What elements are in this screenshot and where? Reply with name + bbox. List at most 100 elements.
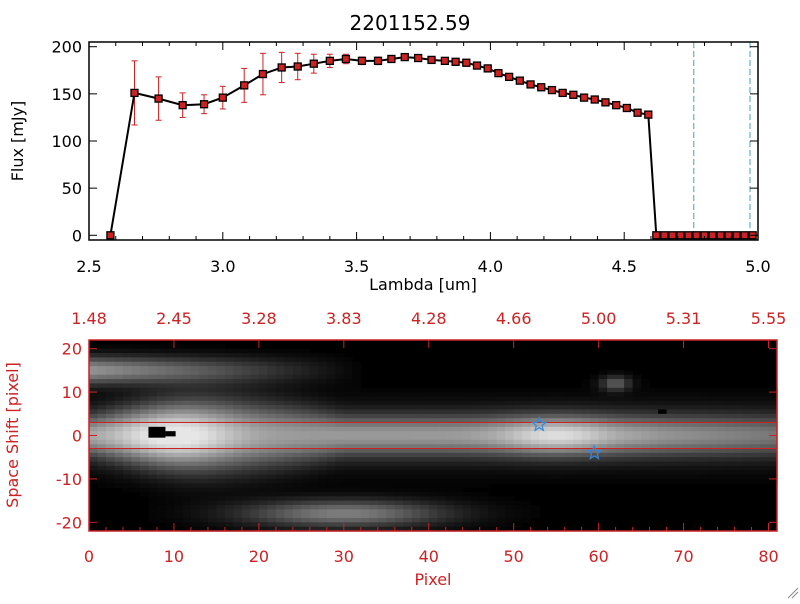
image-pixel [607, 478, 617, 484]
image-pixel [241, 509, 251, 515]
image-pixel [717, 392, 727, 398]
image-pixel [207, 491, 217, 497]
image-pixel [377, 509, 387, 515]
data-point [427, 55, 436, 65]
image-pixel [709, 418, 719, 424]
image-pixel [352, 396, 362, 402]
image-pixel [428, 418, 438, 424]
image-pixel [700, 457, 710, 463]
image-pixel [182, 366, 192, 371]
image-pixel [751, 426, 761, 432]
image-pixel [190, 500, 201, 506]
image-pixel [241, 379, 251, 385]
image-pixel [275, 357, 285, 363]
image-pixel [547, 435, 557, 441]
image-pixel [335, 504, 345, 510]
image-pixel [641, 400, 651, 406]
image-pixel [199, 357, 209, 363]
image-pixel [190, 504, 201, 510]
image-pixel [207, 517, 217, 523]
image-pixel [139, 491, 150, 497]
image-pixel [199, 348, 209, 354]
image-pixel [275, 387, 285, 393]
image-pixel [309, 400, 319, 406]
image-pixel [522, 478, 532, 484]
image-pixel [581, 422, 591, 428]
image-pixel [581, 452, 591, 458]
image-pixel [573, 474, 583, 480]
image-pixel [199, 517, 209, 523]
image-pixel [326, 409, 336, 415]
image-pixel [760, 474, 770, 480]
image-pixel [369, 487, 379, 493]
image-pixel [190, 452, 201, 458]
image-pixel [471, 500, 481, 506]
image-pixel [318, 435, 328, 441]
image-pixel [607, 461, 617, 467]
image-pixel [309, 418, 319, 424]
image-pixel [335, 405, 345, 411]
image-pixel [454, 500, 464, 506]
image-pixel [250, 504, 260, 510]
image-pixel [284, 396, 294, 402]
image-pixel [216, 413, 226, 419]
image-pixel [437, 448, 447, 454]
image-pixel [250, 396, 260, 402]
image-pixel [505, 465, 515, 471]
image-pixel [156, 465, 167, 471]
image-pixel [258, 465, 268, 471]
image-pixel [377, 474, 387, 480]
image-pixel [700, 422, 710, 428]
image-pixel [190, 361, 201, 367]
image-pixel [97, 439, 107, 445]
image-pixel [369, 457, 379, 463]
image-pixel [148, 344, 158, 350]
data-point [601, 98, 610, 107]
image-pixel [89, 396, 99, 402]
image-pixel [258, 383, 268, 389]
image-pixel [224, 491, 234, 497]
image-pixel [250, 366, 260, 371]
image-pixel [182, 474, 192, 480]
image-pixel [267, 435, 277, 441]
top-tick-label: 4.28 [411, 309, 447, 328]
image-pixel [751, 452, 761, 458]
image-pixel [734, 452, 744, 458]
image-pixel [250, 374, 260, 380]
image-pixel [89, 379, 99, 385]
image-pixel [547, 457, 557, 463]
image-pixel [598, 444, 608, 450]
image-pixel [700, 444, 710, 450]
image-pixel [250, 370, 260, 376]
image-pixel [326, 374, 336, 380]
image-pixel [394, 400, 404, 406]
image-pixel [411, 435, 421, 441]
image-pixel [318, 470, 328, 476]
image-pixel [122, 409, 133, 415]
image-pixel [539, 439, 549, 445]
image-pixel [139, 353, 150, 358]
image-pixel [709, 439, 719, 445]
image-pixel [258, 470, 268, 476]
image-pixel [292, 400, 302, 406]
image-pixel [428, 504, 438, 510]
image-pixel [207, 370, 217, 376]
image-pixel [445, 422, 455, 428]
image-pixel [207, 522, 217, 528]
y-tick-label: 0 [72, 427, 82, 446]
image-pixel [199, 383, 209, 389]
image-pixel [573, 448, 583, 454]
image-pixel [156, 370, 167, 376]
image-pixel [335, 517, 345, 523]
image-pixel [496, 496, 506, 502]
image-pixel [411, 452, 421, 458]
image-pixel [122, 383, 133, 389]
image-pixel [241, 513, 251, 519]
resize-grip-icon[interactable] [787, 587, 799, 599]
image-pixel [488, 439, 498, 445]
image-pixel [386, 422, 396, 428]
image-pixel [734, 413, 744, 419]
image-pixel [122, 392, 133, 398]
image-pixel [394, 474, 404, 480]
image-pixel [258, 387, 268, 393]
